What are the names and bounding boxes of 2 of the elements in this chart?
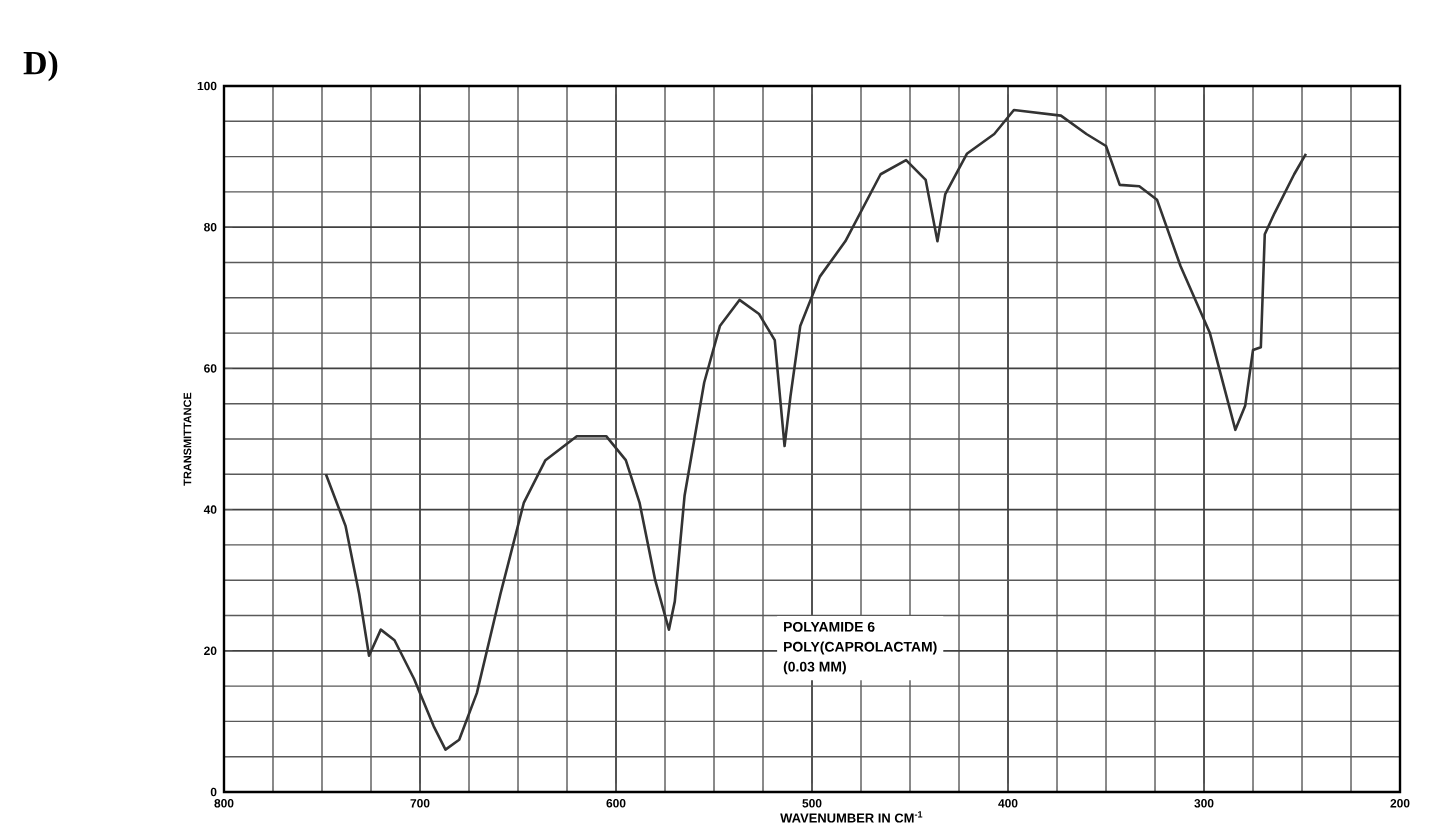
line-series (324, 108, 1308, 751)
chart-title: D) (23, 50, 58, 82)
